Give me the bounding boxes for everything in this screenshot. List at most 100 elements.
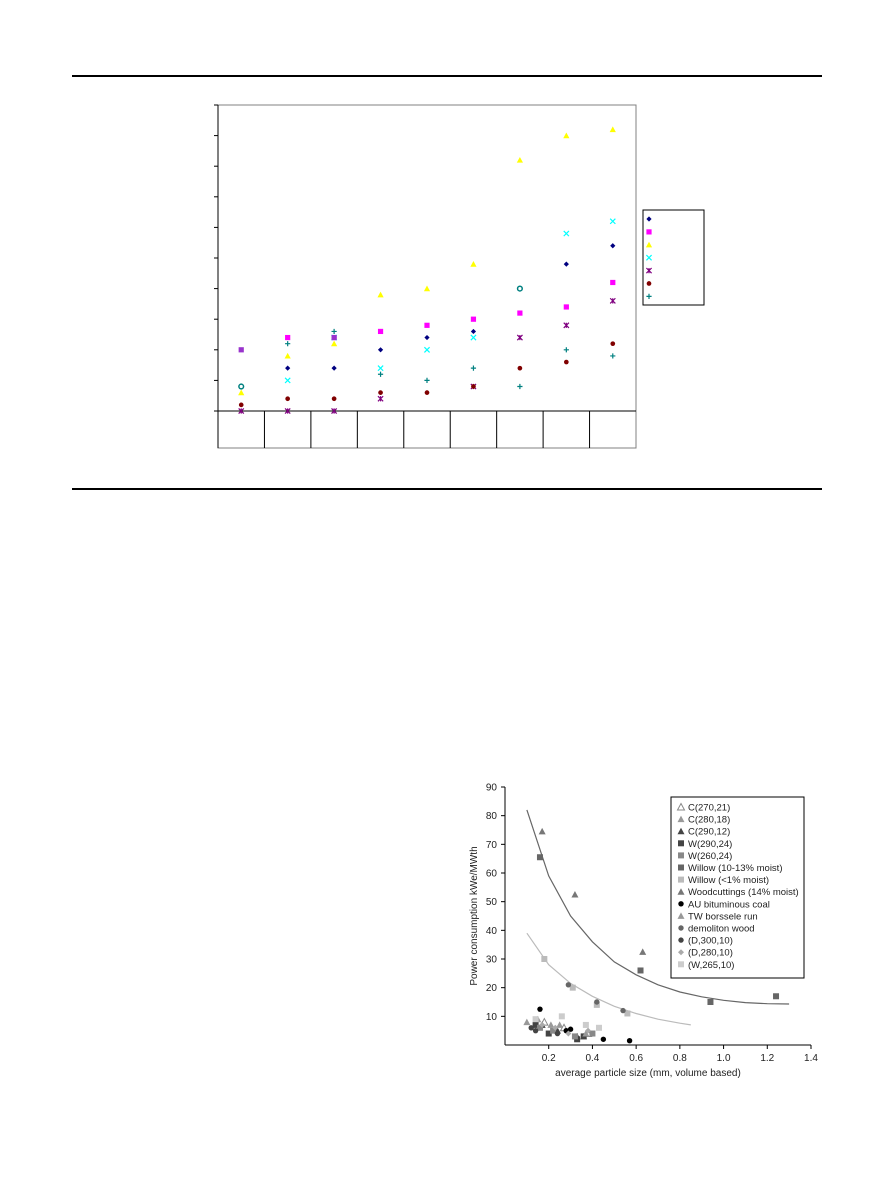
- data-point: [331, 365, 337, 371]
- data-point: [539, 1021, 546, 1028]
- data-point: [594, 999, 600, 1005]
- data-point: [516, 334, 523, 341]
- data-point: [545, 1030, 552, 1037]
- data-point: [285, 365, 291, 371]
- x-tick-label: 0.6: [629, 1053, 643, 1064]
- data-point: [238, 347, 244, 353]
- legend: [670, 796, 805, 979]
- legend-label: W(290,24): [688, 839, 732, 850]
- y-tick-label: 40: [486, 926, 498, 937]
- x-axis-label: average particle size (mm, volume based): [555, 1068, 741, 1079]
- data-point: [238, 383, 245, 390]
- x-tick-label: 0.8: [673, 1053, 687, 1064]
- data-point: [331, 328, 337, 335]
- data-point: [424, 377, 430, 383]
- data-point: [470, 316, 477, 322]
- data-point: [574, 1036, 581, 1043]
- y-axis-label: Power consumption kWe/MWth: [469, 846, 480, 985]
- data-point: [536, 1024, 543, 1031]
- legend-marker: [645, 267, 653, 274]
- legend-label: C(270,21): [688, 803, 730, 814]
- data-point: [553, 1027, 561, 1034]
- data-point: [538, 1021, 546, 1028]
- data-point: [609, 218, 616, 225]
- data-point: [470, 261, 477, 267]
- data-point: [610, 243, 616, 249]
- legend-label: C(290,12): [688, 827, 730, 838]
- top-rule: [72, 75, 822, 77]
- data-point: [569, 984, 576, 991]
- data-point: [582, 1021, 589, 1028]
- trend-line: [526, 932, 691, 1026]
- legend-label: TW borssele run: [688, 911, 758, 922]
- data-point: [550, 1027, 557, 1034]
- data-point: [423, 285, 431, 292]
- data-point: [285, 396, 291, 402]
- legend-label: C(280,18): [688, 815, 730, 826]
- legend-label: demoliton wood: [688, 924, 755, 935]
- data-point: [424, 390, 430, 395]
- data-point: [585, 1027, 592, 1034]
- data-point: [377, 291, 384, 298]
- chart-1: [214, 104, 705, 449]
- data-point: [554, 1030, 561, 1037]
- data-point: [532, 1016, 539, 1023]
- data-point: [637, 967, 644, 974]
- data-point: [773, 993, 780, 1000]
- legend-marker: [645, 254, 653, 261]
- x-tick-label: 1.2: [760, 1053, 774, 1064]
- data-point: [580, 1032, 588, 1040]
- legend-marker: [678, 864, 684, 871]
- legend-label: W(260,24): [688, 851, 732, 862]
- data-point: [423, 346, 431, 353]
- data-point: [565, 982, 572, 988]
- data-point: [620, 1007, 626, 1014]
- data-point: [516, 156, 523, 163]
- data-point: [331, 396, 337, 402]
- data-point: [517, 365, 523, 371]
- data-point: [470, 365, 477, 371]
- data-point: [565, 1030, 572, 1037]
- y-tick-label: 60: [486, 869, 498, 880]
- data-point: [377, 395, 384, 402]
- data-point: [609, 297, 616, 304]
- data-point: [610, 341, 616, 347]
- data-point: [523, 1018, 531, 1026]
- data-point: [378, 390, 383, 395]
- legend-label: Willow (<1% moist): [688, 875, 769, 886]
- y-tick-label: 50: [486, 897, 498, 908]
- data-point: [626, 1038, 633, 1044]
- legend-marker: [678, 937, 684, 943]
- legend-marker: [678, 961, 684, 968]
- data-point: [528, 1025, 534, 1031]
- data-point: [610, 353, 616, 359]
- x-tick-label: 1.4: [804, 1053, 818, 1064]
- data-point: [470, 328, 477, 335]
- data-point: [516, 285, 523, 292]
- data-point: [580, 1033, 587, 1040]
- data-point: [559, 1023, 569, 1032]
- legend-marker: [677, 827, 685, 835]
- data-point: [552, 1024, 559, 1031]
- data-point: [582, 1030, 590, 1037]
- data-point: [563, 1027, 569, 1034]
- data-point: [593, 1001, 600, 1008]
- y-tick-label: 90: [486, 783, 498, 794]
- data-point: [284, 407, 291, 415]
- data-point: [285, 341, 291, 347]
- legend-label: (D,300,10): [688, 936, 733, 947]
- data-point: [567, 1026, 574, 1032]
- y-tick-label: 70: [486, 840, 498, 851]
- data-point: [424, 322, 430, 328]
- data-point: [471, 384, 476, 389]
- legend-marker: [678, 949, 684, 956]
- data-point: [609, 126, 616, 133]
- data-point: [571, 1033, 578, 1040]
- data-point: [563, 230, 570, 237]
- data-point: [707, 999, 714, 1005]
- data-point: [563, 347, 569, 353]
- trend-line: [526, 809, 790, 1005]
- data-point: [377, 347, 384, 353]
- data-point: [563, 304, 569, 310]
- legend-marker: [677, 912, 685, 919]
